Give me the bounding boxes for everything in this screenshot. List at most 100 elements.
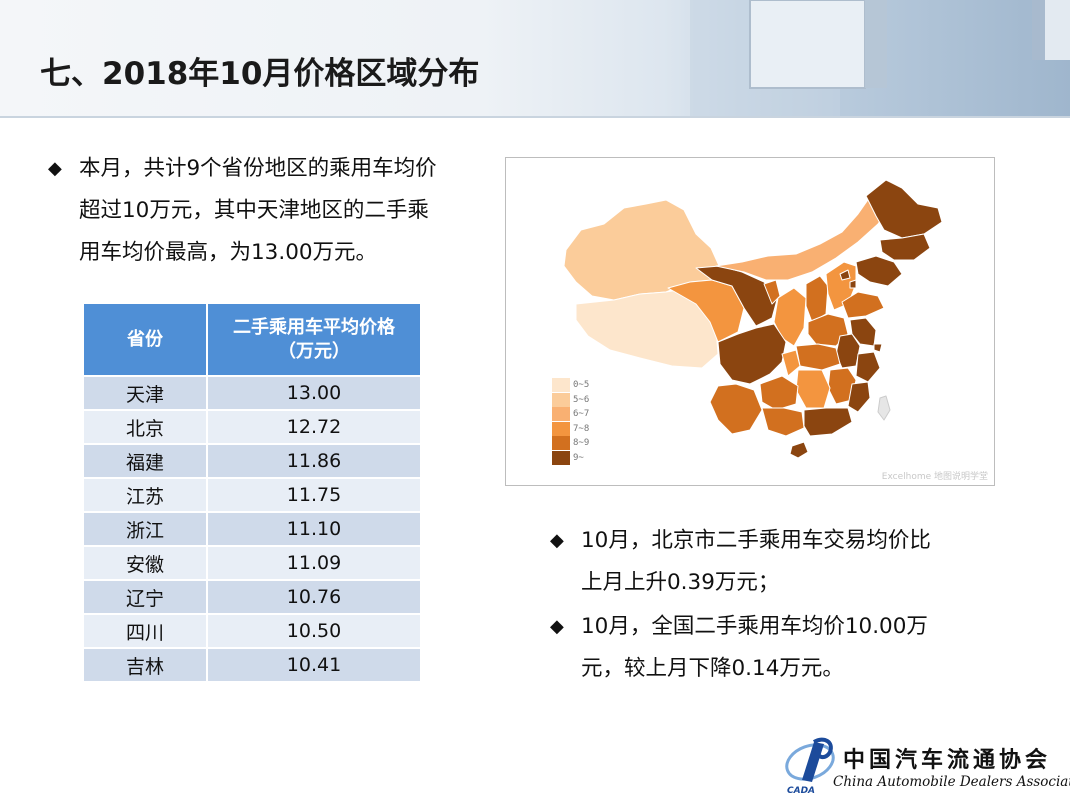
column-header-price-main: 二手乘用车平均价格 xyxy=(233,316,395,338)
column-header-province: 省份 xyxy=(84,304,208,376)
map-region-shandong xyxy=(841,291,885,319)
summary-line: 10月，北京市二手乘用车交易均价比 xyxy=(581,528,931,553)
legend-swatch xyxy=(552,392,570,407)
legend-item: 5~6 xyxy=(552,392,590,408)
summary-line: 上月上升0.39万元； xyxy=(581,570,780,595)
legend-label: 0~5 xyxy=(573,380,590,391)
legend-label: 7~8 xyxy=(573,423,590,434)
intro-bullet: ◆ 本月，共计9个省份地区的乘用车均价 超过10万元，其中天津地区的二手乘 用车… xyxy=(48,148,488,274)
legend-item: 8~9 xyxy=(552,436,589,451)
map-region-hainan xyxy=(789,441,809,459)
legend-label: 8~9 xyxy=(573,438,590,449)
map-region-sichuan xyxy=(717,323,787,385)
map-region-guangxi xyxy=(761,407,805,437)
price-table: 省份 二手乘用车平均价格 （万元） 天津 13.00 北京 12.72 福建 11.8… xyxy=(84,304,420,681)
table-row: 四川 10.50 xyxy=(84,613,420,648)
price-cell: 10.76 xyxy=(207,579,420,614)
legend-swatch xyxy=(552,436,570,451)
table-row: 江苏 11.75 xyxy=(84,477,420,512)
map-region-qinghai xyxy=(667,279,745,343)
intro-line: 用车均价最高，为13.00万元。 xyxy=(79,240,378,265)
map-region-zhejiang xyxy=(855,351,881,383)
column-header-price: 二手乘用车平均价格 （万元） xyxy=(207,304,420,376)
map-region-shanghai xyxy=(873,343,883,353)
province-cell: 天津 xyxy=(84,375,208,410)
price-cell: 10.41 xyxy=(207,647,420,681)
province-cell: 浙江 xyxy=(84,511,208,546)
price-cell: 12.72 xyxy=(207,409,420,444)
map-region-hunan xyxy=(795,369,831,409)
province-cell: 吉林 xyxy=(84,647,208,681)
legend-swatch xyxy=(552,407,570,422)
decorative-cubes-graphic xyxy=(690,0,1070,117)
china-price-map: 0~5 5~6 6~7 7~8 8~9 9~ Excelhome 地图说明学堂 xyxy=(505,157,995,486)
map-region-tibet xyxy=(575,287,719,369)
page-title: 七、2018年10月价格区域分布 xyxy=(40,56,480,92)
map-region-taiwan xyxy=(877,395,891,421)
map-region-shanxi xyxy=(805,275,829,323)
summary-bullet-beijing: ◆ 10月，北京市二手乘用车交易均价比 上月上升0.39万元； xyxy=(550,520,990,604)
diamond-bullet-icon: ◆ xyxy=(550,530,564,551)
province-cell: 安徽 xyxy=(84,545,208,580)
price-cell: 11.86 xyxy=(207,443,420,478)
cada-emblem-icon xyxy=(785,737,835,782)
map-region-ningxia xyxy=(763,279,781,305)
table-row: 吉林 10.41 xyxy=(84,647,420,681)
map-region-yunnan xyxy=(709,383,763,435)
legend-swatch xyxy=(552,378,570,393)
price-cell: 13.00 xyxy=(207,375,420,410)
price-cell: 10.50 xyxy=(207,613,420,648)
map-region-chongqing xyxy=(781,349,801,377)
legend-label: 5~6 xyxy=(573,394,590,405)
province-cell: 四川 xyxy=(84,613,208,648)
table-header-row: 省份 二手乘用车平均价格 （万元） xyxy=(84,304,420,376)
map-region-fujian xyxy=(847,381,871,413)
province-cell: 福建 xyxy=(84,443,208,478)
map-region-jilin xyxy=(879,233,931,261)
table-row: 北京 12.72 xyxy=(84,409,420,444)
table-row: 安徽 11.09 xyxy=(84,545,420,580)
legend-item: 6~7 xyxy=(552,407,589,422)
summary-line: 元，较上月下降0.14万元。 xyxy=(581,656,844,681)
province-cell: 辽宁 xyxy=(84,579,208,614)
table-row: 天津 13.00 xyxy=(84,375,420,410)
map-region-shaanxi xyxy=(773,287,807,347)
logo-english-name: China Automobile Dealers Association xyxy=(833,774,1070,790)
map-region-tianjin xyxy=(849,279,857,289)
legend-item: 7~8 xyxy=(552,421,590,437)
summary-line: 10月，全国二手乘用车均价10.00万 xyxy=(581,614,928,639)
legend-swatch xyxy=(552,450,570,465)
province-cell: 北京 xyxy=(84,409,208,444)
map-region-guangdong xyxy=(803,407,853,437)
header-divider xyxy=(0,116,1070,118)
map-legend: 0~5 5~6 6~7 7~8 8~9 9~ xyxy=(552,378,589,465)
price-cell: 11.75 xyxy=(207,477,420,512)
province-cell: 江苏 xyxy=(84,477,208,512)
diamond-bullet-icon: ◆ xyxy=(550,616,564,637)
china-map-graphic xyxy=(563,179,943,459)
table-row: 浙江 11.10 xyxy=(84,511,420,546)
map-watermark: Excelhome 地图说明学堂 xyxy=(881,472,988,482)
column-header-price-unit: （万元） xyxy=(278,340,350,362)
table-row: 福建 11.86 xyxy=(84,443,420,478)
logo-chinese-name: 中国汽车流通协会 xyxy=(843,747,1052,773)
header-banner xyxy=(0,0,1070,117)
legend-swatch xyxy=(552,421,570,436)
legend-label: 6~7 xyxy=(573,409,590,420)
cada-logo: CADA 中国汽车流通协会 China Automobile Dealers A… xyxy=(780,728,1070,805)
map-region-guizhou xyxy=(759,375,799,411)
map-region-beijing xyxy=(839,269,851,281)
map-region-hubei xyxy=(795,343,841,371)
legend-item: 0~5 xyxy=(552,378,589,393)
legend-item: 9~ xyxy=(552,450,589,466)
summary-bullet-national: ◆ 10月，全国二手乘用车均价10.00万 元，较上月下降0.14万元。 xyxy=(550,606,990,690)
diamond-bullet-icon: ◆ xyxy=(48,158,62,179)
price-cell: 11.10 xyxy=(207,511,420,546)
intro-line: 本月，共计9个省份地区的乘用车均价 xyxy=(79,156,437,181)
logo-abbreviation: CADA xyxy=(787,786,816,796)
price-cell: 11.09 xyxy=(207,545,420,580)
map-region-heilongjiang xyxy=(865,179,943,239)
map-region-liaoning xyxy=(855,255,903,287)
legend-label: 9~ xyxy=(573,452,584,463)
intro-line: 超过10万元，其中天津地区的二手乘 xyxy=(79,198,429,223)
